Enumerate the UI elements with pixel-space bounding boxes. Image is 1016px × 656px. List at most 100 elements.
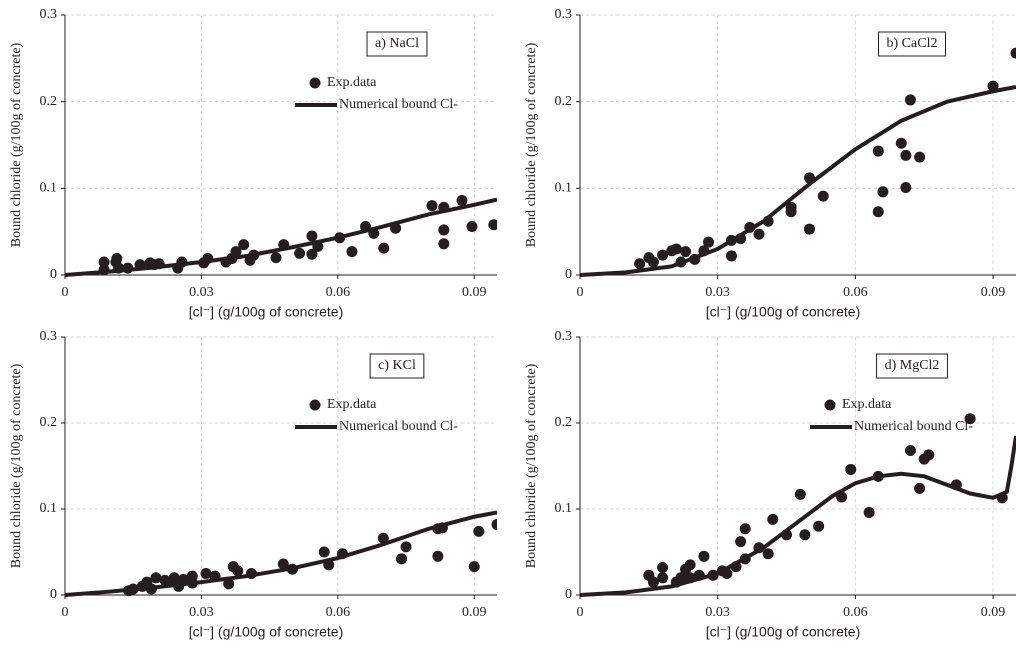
- x-tick-label: 0: [62, 285, 69, 300]
- data-point: [270, 252, 282, 264]
- legend-dot: [309, 77, 321, 89]
- data-point: [904, 94, 916, 106]
- data-point: [277, 558, 289, 570]
- data-point: [238, 239, 250, 251]
- panel: 0 0.1 0.2 0.3 0 0.03 0.06 0.09 [cl⁻] (g/100g of …: [524, 7, 1016, 320]
- data-point: [703, 236, 715, 248]
- y-tick-label: 0.3: [40, 7, 58, 22]
- x-tick-label: 0.06: [843, 285, 868, 300]
- x-tick-label: 0.03: [189, 605, 214, 620]
- title-box: [878, 31, 946, 57]
- data-point: [813, 520, 825, 532]
- y-tick-label: 0.1: [555, 501, 573, 516]
- panel-title: b) CaCl2: [887, 36, 938, 51]
- data-point: [223, 578, 235, 590]
- y-tick-label: 0: [565, 587, 572, 602]
- y-tick-label: 0.3: [555, 329, 573, 344]
- data-point: [98, 256, 110, 268]
- data-point: [739, 523, 751, 535]
- data-point: [845, 463, 857, 475]
- x-tick-label: 0.09: [981, 285, 1006, 300]
- data-point: [767, 513, 779, 525]
- legend-dot: [824, 399, 836, 411]
- plot-area: [580, 47, 1016, 277]
- y-tick-label: 0.2: [40, 94, 58, 109]
- legend-label: Numerical bound Cl-: [339, 419, 458, 434]
- numerical-curve: [65, 197, 497, 277]
- title-box: [366, 31, 428, 57]
- data-point: [488, 219, 497, 231]
- y-tick-label: 0.2: [555, 415, 573, 430]
- data-point: [634, 258, 646, 270]
- x-axis-label: [cl⁻] (g/100g of concrete): [189, 624, 343, 640]
- y-tick-label: 0: [50, 587, 57, 602]
- data-point: [491, 518, 497, 530]
- legend-dot: [309, 399, 321, 411]
- data-point: [168, 572, 180, 584]
- data-point: [400, 541, 412, 553]
- data-point: [923, 449, 935, 461]
- data-point: [735, 536, 747, 548]
- data-point: [904, 445, 916, 457]
- data-point: [468, 561, 480, 573]
- plot-area: [65, 510, 497, 597]
- x-tick-label: 0.03: [705, 285, 730, 300]
- data-point: [456, 194, 468, 206]
- data-point: [438, 224, 450, 236]
- data-point: [872, 206, 884, 218]
- data-point: [111, 253, 123, 265]
- data-point: [675, 572, 687, 584]
- data-point: [657, 249, 669, 261]
- data-point: [318, 546, 330, 558]
- legend-label: Exp.data: [327, 397, 377, 412]
- x-tick-label: 0.06: [843, 605, 868, 620]
- x-tick-label: 0: [577, 605, 584, 620]
- data-point: [684, 559, 696, 571]
- numerical-curve: [580, 84, 1016, 277]
- data-point: [914, 151, 926, 163]
- data-point: [200, 568, 212, 579]
- numerical-curve: [65, 510, 497, 597]
- data-point: [680, 246, 692, 258]
- y-axis-label: Bound chloride (g/100g of concrete): [9, 42, 24, 247]
- data-point: [306, 248, 318, 260]
- data-point: [817, 190, 829, 202]
- data-point: [294, 247, 306, 259]
- data-point: [647, 576, 659, 588]
- data-point: [799, 529, 811, 541]
- y-tick-label: 0.1: [40, 501, 58, 516]
- title-box: [876, 353, 948, 379]
- y-tick-label: 0.2: [40, 415, 58, 430]
- data-point: [396, 553, 408, 565]
- y-axis-label: Bound chloride (g/100g of concrete): [524, 363, 539, 568]
- panel-title: d) MgCl2: [885, 358, 940, 373]
- y-tick-label: 0.3: [555, 7, 573, 22]
- data-point: [159, 574, 171, 586]
- data-point: [803, 223, 815, 235]
- legend-label: Numerical bound Cl-: [854, 419, 973, 434]
- x-tick-label: 0.09: [462, 605, 487, 620]
- data-point: [900, 181, 912, 193]
- data-point: [964, 413, 976, 425]
- data-point: [1010, 47, 1016, 59]
- data-point: [346, 246, 358, 258]
- data-point: [900, 149, 912, 161]
- legend-label: Numerical bound Cl-: [339, 97, 458, 112]
- numerical-curve: [580, 435, 1016, 597]
- y-tick-label: 0.3: [40, 329, 58, 344]
- x-tick-label: 0.06: [326, 285, 351, 300]
- x-tick-label: 0.09: [981, 605, 1006, 620]
- data-point: [473, 525, 485, 537]
- data-point: [306, 230, 318, 242]
- data-point: [872, 145, 884, 157]
- y-tick-label: 0.1: [40, 181, 58, 196]
- panel: 0 0.1 0.2 0.3 0 0.03 0.06 0.09 [cl⁻] (g/100g of …: [9, 7, 497, 320]
- data-point: [914, 482, 926, 494]
- data-point: [698, 550, 710, 562]
- y-tick-label: 0: [50, 267, 57, 282]
- panel-title: a) NaCl: [375, 36, 419, 51]
- x-tick-label: 0.03: [189, 285, 214, 300]
- x-tick-label: 0.06: [326, 605, 351, 620]
- x-tick-label: 0.03: [705, 605, 730, 620]
